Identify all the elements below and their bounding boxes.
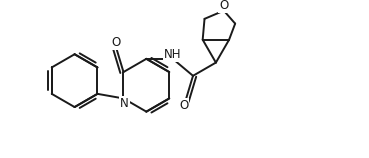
Text: O: O	[179, 99, 188, 112]
Text: O: O	[219, 0, 228, 12]
Text: NH: NH	[164, 48, 182, 61]
Text: O: O	[111, 36, 121, 49]
Text: N: N	[120, 97, 129, 110]
